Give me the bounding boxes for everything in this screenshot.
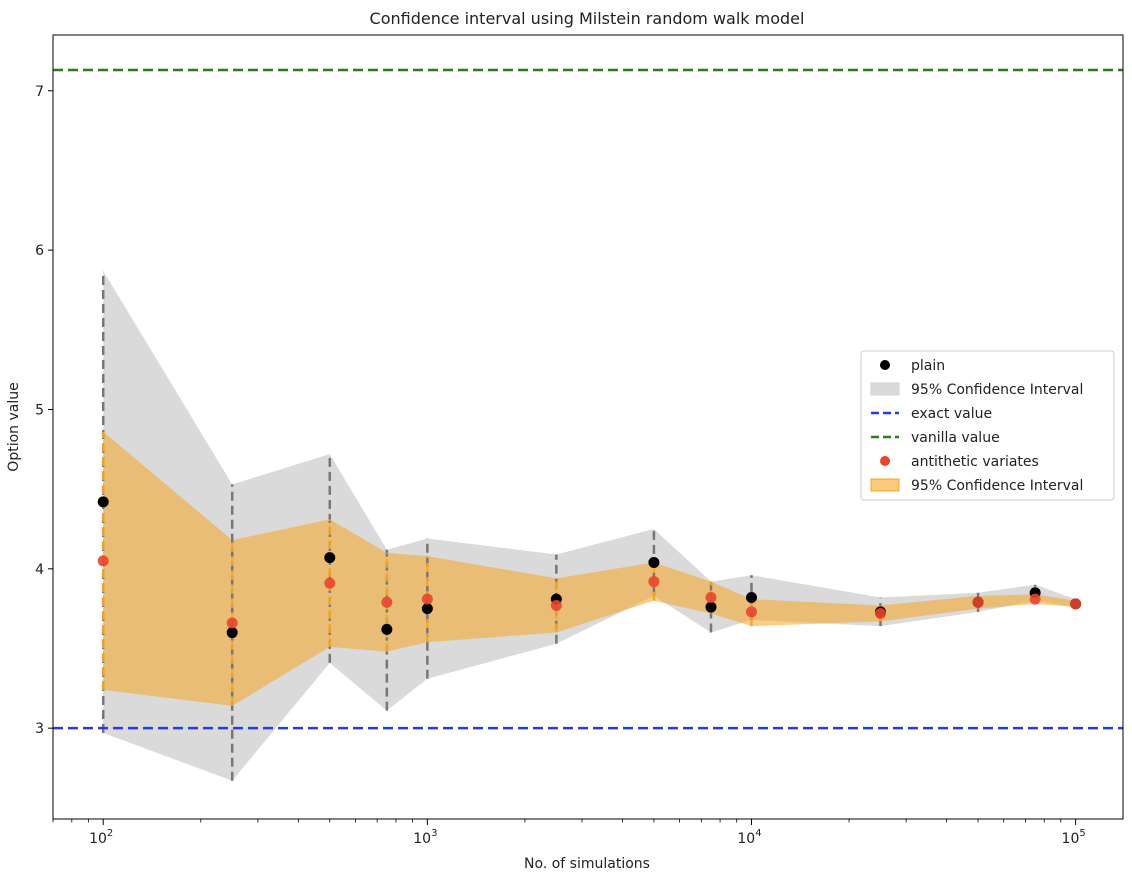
point-plain (324, 552, 336, 564)
point-antithetic (550, 599, 562, 611)
y-tick-label: 7 (35, 84, 44, 100)
y-axis-label: Option value (6, 382, 22, 471)
legend-box (860, 350, 1115, 501)
point-plain (648, 556, 660, 568)
legend-marker (870, 478, 900, 492)
point-plain (745, 592, 757, 604)
legend-marker (880, 456, 890, 466)
legend-marker (880, 360, 890, 370)
point-antithetic (381, 596, 393, 608)
chart-title: Confidence interval using Milstein rando… (370, 9, 805, 28)
legend-label: plain (911, 358, 945, 374)
point-plain (705, 601, 717, 613)
legend-label: 95% Confidence Interval (911, 382, 1083, 398)
point-antithetic (745, 606, 757, 618)
point-plain (97, 496, 109, 508)
point-plain (226, 627, 238, 639)
point-antithetic (705, 592, 717, 604)
ci-band-plain (103, 270, 1076, 781)
x-tick-label: 102 (89, 828, 113, 847)
point-plain (381, 623, 393, 635)
point-antithetic (226, 617, 238, 629)
x-tick-label: 103 (413, 828, 437, 847)
legend-label: 95% Confidence Interval (911, 478, 1083, 494)
legend-label: vanilla value (911, 430, 1000, 446)
point-antithetic (97, 555, 109, 567)
ci-band-antithetic (103, 431, 1076, 706)
plot-area (53, 68, 1123, 781)
y-tick-label: 4 (35, 562, 44, 578)
legend: plain 95% Confidence Interval exact value v… (860, 350, 1115, 501)
x-axis-label: No. of simulations (524, 856, 650, 872)
x-tick-label: 105 (1062, 828, 1086, 847)
point-antithetic (324, 577, 336, 589)
point-antithetic (972, 596, 984, 608)
legend-label: exact value (911, 406, 992, 422)
point-antithetic (874, 607, 886, 619)
legend-label: antithetic variates (911, 454, 1039, 470)
point-antithetic (421, 593, 433, 605)
point-plain (421, 603, 433, 615)
x-tick-label: 104 (737, 828, 761, 847)
y-tick-label: 3 (35, 721, 44, 737)
point-antithetic (1029, 593, 1041, 605)
legend-marker (870, 382, 900, 396)
plot-frame (52, 34, 1124, 820)
point-antithetic (648, 576, 660, 588)
y-tick-label: 5 (35, 402, 44, 418)
point-antithetic (1070, 598, 1082, 610)
y-tick-label: 6 (35, 243, 44, 259)
